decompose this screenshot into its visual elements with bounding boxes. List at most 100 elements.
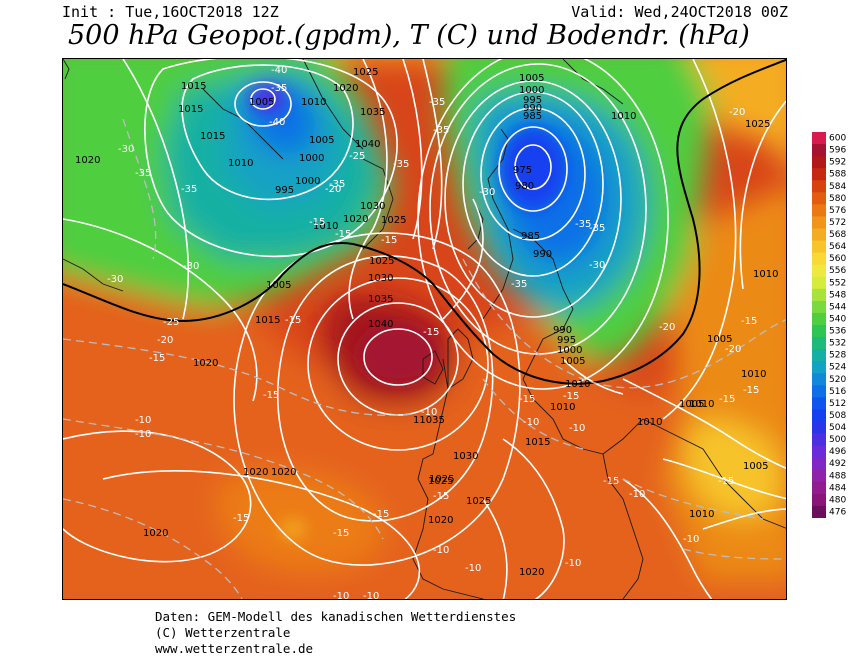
- temperature-label: -35: [589, 223, 605, 234]
- pressure-label: 1010: [741, 369, 766, 380]
- temperature-label: -35: [429, 97, 445, 108]
- pressure-label: 1020: [143, 528, 168, 539]
- pressure-label: 1025: [369, 256, 394, 267]
- pressure-label: 1005: [743, 461, 768, 472]
- legend-swatch: [812, 276, 826, 290]
- temperature-label: -15: [719, 394, 735, 405]
- legend-label: 568: [829, 230, 846, 240]
- temperature-label: -10: [629, 489, 645, 500]
- legend-label: 516: [829, 387, 846, 397]
- pressure-label: 1020: [271, 467, 296, 478]
- temperature-label: -15: [381, 235, 397, 246]
- legend-swatch: [812, 349, 826, 362]
- temperature-label: -10: [421, 407, 437, 418]
- pressure-label: 1005: [249, 97, 274, 108]
- pressure-label: 1010: [313, 221, 338, 232]
- temperature-label: -20: [325, 184, 341, 195]
- pressure-label: 1020: [428, 515, 453, 526]
- legend-swatch: [812, 481, 826, 495]
- temperature-label: -25: [349, 151, 365, 162]
- temperature-label: -10: [135, 415, 151, 426]
- legend-label: 492: [829, 459, 846, 469]
- pressure-label: 1010: [611, 111, 636, 122]
- pressure-label: 1010: [753, 269, 778, 280]
- pressure-label: 1030: [453, 451, 478, 462]
- temperature-label: -35: [181, 184, 197, 195]
- legend-label: 508: [829, 411, 846, 421]
- pressure-label: 1010: [228, 158, 253, 169]
- legend-label: 576: [829, 206, 846, 216]
- pressure-label: 1015: [255, 315, 280, 326]
- legend-swatch: [812, 228, 826, 242]
- pressure-label: 1020: [519, 567, 544, 578]
- legend-label: 504: [829, 423, 846, 433]
- pressure-label: 1000: [557, 345, 582, 356]
- data-source-credit: Daten: GEM-Modell des kanadischen Wetter…: [155, 609, 517, 624]
- temperature-label: -15: [423, 327, 439, 338]
- color-legend-labels: 600 596 592 588 584 580 576 572 568 564 560 556 552 5…: [829, 134, 846, 518]
- legend-swatch: [812, 300, 826, 314]
- temperature-label: -35: [271, 83, 287, 94]
- weather-map: 1015 1005 1010 1025 1020 1015 1010 1035 …: [62, 58, 787, 600]
- pressure-label: 1040: [355, 139, 380, 150]
- legend-swatch: [812, 445, 826, 459]
- temperature-label: -10: [565, 558, 581, 569]
- legend-label: 556: [829, 266, 846, 276]
- legend-label: 572: [829, 218, 846, 228]
- temperature-label: -35: [575, 219, 591, 230]
- legend-label: 552: [829, 278, 846, 288]
- pressure-label: 1010: [565, 379, 590, 390]
- legend-swatch: [812, 433, 826, 447]
- pressure-label: 1010: [637, 417, 662, 428]
- pressure-label: 1005: [707, 334, 732, 345]
- pressure-label: 1025: [381, 215, 406, 226]
- temperature-label: -10: [363, 591, 379, 600]
- legend-swatch: [812, 180, 826, 193]
- pressure-label: 985: [523, 111, 542, 122]
- pressure-label: 1005: [309, 135, 334, 146]
- pressure-label: 1005: [560, 356, 585, 367]
- pressure-label: 1030: [368, 273, 393, 284]
- temperature-label: -10: [333, 591, 349, 600]
- legend-swatch: [812, 373, 826, 386]
- pressure-label: 1000: [299, 153, 324, 164]
- legend-swatch: [812, 409, 826, 422]
- pressure-label: 1035: [360, 107, 385, 118]
- temperature-labels: -40 -35 -40 -30 -35 -35 -30 -35 -30 -25 …: [107, 65, 759, 600]
- pressure-label: 1020: [243, 467, 268, 478]
- pressure-label: 1025: [466, 496, 491, 507]
- temperature-label: -25: [163, 317, 179, 328]
- temperature-label: -15: [285, 315, 301, 326]
- legend-swatch: [812, 216, 826, 229]
- legend-swatch: [812, 252, 826, 266]
- legend-swatch: [812, 288, 826, 302]
- legend-swatch: [812, 493, 826, 507]
- pressure-label: 1015: [200, 131, 225, 142]
- legend-label: 480: [829, 495, 846, 505]
- temperature-label: -20: [659, 322, 675, 333]
- pressure-label: 1040: [368, 319, 393, 330]
- temperature-label: -15: [603, 476, 619, 487]
- temperature-label: -15: [718, 476, 734, 487]
- pressure-label: 990: [533, 249, 552, 260]
- legend-label: 496: [829, 447, 846, 457]
- temperature-label: -40: [269, 117, 285, 128]
- legend-swatch: [812, 325, 826, 338]
- temperature-label: -10: [523, 417, 539, 428]
- pressure-label: 11035: [413, 415, 445, 426]
- temperature-label: -10: [683, 534, 699, 545]
- legend-label: 532: [829, 339, 846, 349]
- temperature-label: -35: [433, 125, 449, 136]
- temperature-label: -35: [135, 168, 151, 179]
- pressure-label: 1035: [368, 294, 393, 305]
- copyright-credit: (C) Wetterzentrale: [155, 625, 291, 640]
- legend-label: 484: [829, 483, 846, 493]
- legend-label: 588: [829, 170, 846, 180]
- pressure-label: 1000: [295, 176, 320, 187]
- isotherms: [63, 118, 786, 599]
- legend-swatch: [812, 132, 826, 145]
- pressure-label: 995: [557, 335, 576, 346]
- temperature-label: -35: [393, 159, 409, 170]
- temperature-label: -20: [725, 344, 741, 355]
- legend-label: 584: [829, 182, 846, 192]
